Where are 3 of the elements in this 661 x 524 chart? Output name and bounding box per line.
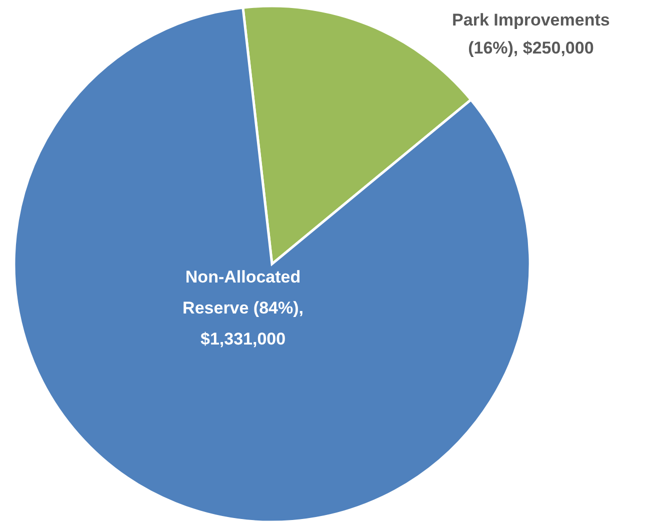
slice-label: Park Improvements	[452, 10, 610, 30]
slice-label: Non-Allocated Reserve (84%), $1,331,000	[182, 268, 304, 349]
data-label: (16%), $250,000	[468, 38, 594, 58]
